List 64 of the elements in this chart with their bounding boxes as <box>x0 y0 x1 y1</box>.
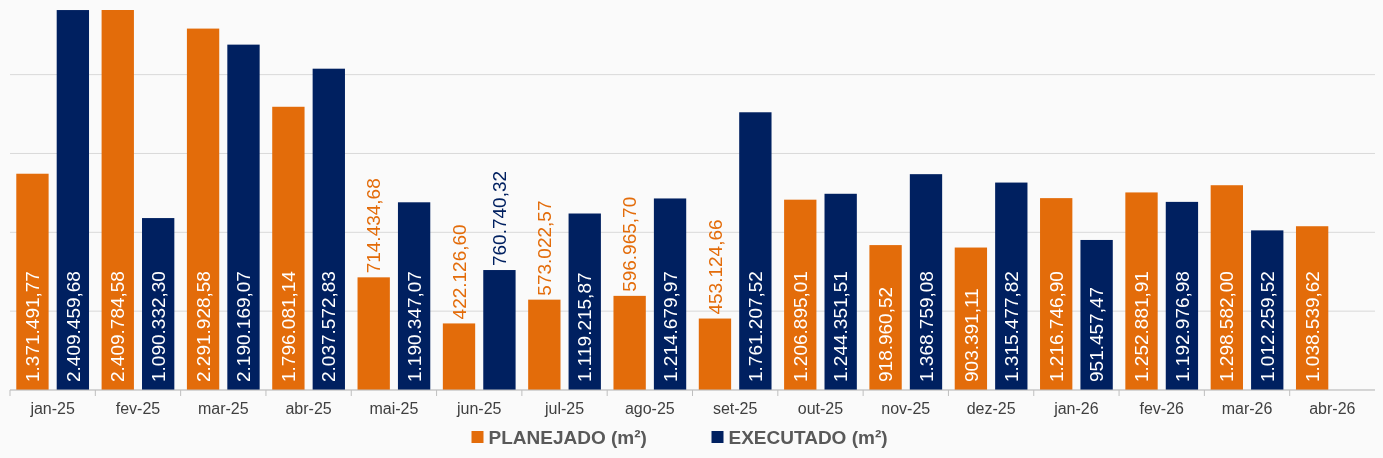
x-tick-label: jun-25 <box>455 400 502 417</box>
x-tick-label: dez-25 <box>966 400 1016 417</box>
x-tick-label: ago-25 <box>624 400 675 417</box>
bar <box>16 173 49 390</box>
legend-label: PLANEJADO (m²) <box>488 427 647 448</box>
x-tick-label: jan-26 <box>1053 400 1099 417</box>
bar <box>698 318 732 390</box>
data-label: 1.206.895,01 <box>789 271 811 382</box>
bar <box>101 10 134 390</box>
data-label: 1.298.582,00 <box>1216 271 1238 382</box>
data-label: 1.368.759,08 <box>915 271 937 382</box>
data-label: 714.434,68 <box>363 178 385 274</box>
data-label: 1.038.539,62 <box>1301 271 1323 382</box>
data-label: 1.012.259,52 <box>1256 271 1278 382</box>
bar <box>442 323 476 390</box>
data-label: 1.244.351,51 <box>830 271 852 382</box>
data-label: 2.190.169,07 <box>233 271 255 382</box>
data-label: 918.960,52 <box>875 286 897 382</box>
data-label: 1.761.207,52 <box>745 271 767 382</box>
data-label: 1.315.477,82 <box>1000 271 1022 382</box>
data-label: 2.409.459,68 <box>62 271 84 382</box>
data-label: 1.090.332,30 <box>147 271 169 382</box>
x-tick-label: mar-25 <box>197 400 249 417</box>
data-label: 422.126,60 <box>448 224 470 320</box>
data-label: 2.409.784,58 <box>107 271 129 382</box>
x-tick-label: mai-25 <box>369 400 419 417</box>
legend-label: EXECUTADO (m²) <box>728 427 888 448</box>
data-label: 1.190.347,07 <box>403 271 425 382</box>
x-tick-label: abr-26 <box>1309 400 1356 417</box>
data-label: 951.457,47 <box>1086 286 1108 382</box>
x-tick-label: jul-25 <box>543 400 585 417</box>
x-tick-label: jan-25 <box>29 400 75 417</box>
x-tick-label: mar-26 <box>1221 400 1273 417</box>
data-label: 596.965,70 <box>619 196 641 292</box>
x-tick-label: abr-25 <box>285 400 332 417</box>
data-label: 573.022,57 <box>533 200 555 296</box>
data-label: 1.252.881,91 <box>1131 271 1153 382</box>
x-tick-label: fev-25 <box>115 400 161 417</box>
data-label: 903.391,11 <box>960 288 982 382</box>
bar <box>56 10 90 390</box>
data-label: 1.214.679,97 <box>659 271 681 382</box>
bar <box>272 106 305 390</box>
bar <box>613 295 646 390</box>
data-label: 1.796.081,14 <box>278 270 300 382</box>
bar <box>357 277 390 390</box>
data-label: 1.119.215,87 <box>574 272 596 382</box>
data-label: 1.216.746,90 <box>1045 271 1067 382</box>
bar <box>528 299 561 390</box>
bar <box>312 68 345 390</box>
data-label: 1.371.491,77 <box>22 271 44 382</box>
bar <box>1125 192 1158 390</box>
data-label: 2.291.928,58 <box>192 271 214 382</box>
bar <box>186 28 220 390</box>
bar <box>739 112 772 390</box>
data-label: 453.124,66 <box>704 219 726 315</box>
bar <box>227 44 260 390</box>
data-label: 2.037.572,83 <box>318 271 340 382</box>
data-label: 1.192.976,98 <box>1171 271 1193 382</box>
x-tick-label: out-25 <box>797 400 844 417</box>
x-tick-label: nov-25 <box>881 400 931 417</box>
x-tick-label: set-25 <box>712 400 758 417</box>
data-label: 760.740,32 <box>489 170 511 267</box>
bar <box>483 270 516 390</box>
x-tick-label: fev-26 <box>1139 400 1185 417</box>
